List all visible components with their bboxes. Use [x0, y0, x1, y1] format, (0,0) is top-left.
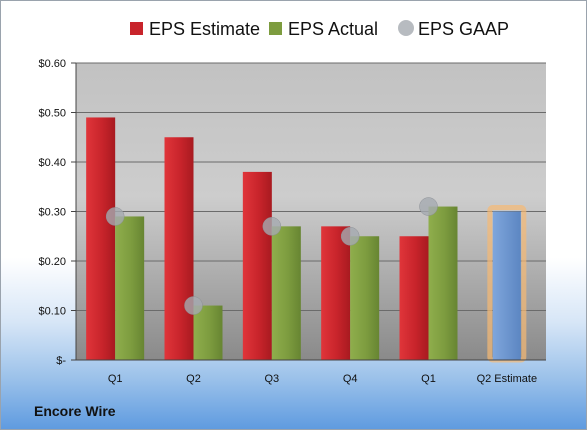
x-tick-label: Q2 — [186, 373, 201, 385]
legend-label: EPS Estimate — [149, 19, 260, 39]
marker-eps-gaap — [340, 227, 360, 246]
y-tick-label: $0.50 — [38, 108, 66, 120]
legend-swatch — [269, 22, 282, 35]
bar-eps-estimate — [321, 226, 351, 360]
marker-eps-gaap — [419, 197, 438, 216]
marker-eps-gaap — [262, 217, 282, 236]
y-tick-label: $0.40 — [38, 157, 66, 169]
bar-eps-actual — [350, 236, 380, 360]
marker-eps-gaap — [184, 296, 203, 315]
bar-eps-actual — [193, 305, 223, 360]
bar-eps-estimate — [399, 236, 429, 360]
marker-eps-gaap — [105, 207, 125, 226]
y-tick-label: $0.30 — [38, 207, 66, 219]
x-tick-label: Q4 — [343, 373, 358, 385]
bar-eps-estimate — [164, 137, 194, 360]
x-tick-label: Q2 Estimate — [477, 373, 538, 385]
bar-eps-estimate — [86, 117, 116, 360]
bar-eps-actual — [115, 216, 145, 360]
x-tick-label: Q1 — [108, 373, 123, 385]
bar-eps-estimate — [242, 171, 272, 360]
x-tick-label: Q1 — [421, 373, 436, 385]
bar-eps-actual — [271, 226, 301, 360]
y-tick-label: $0.60 — [38, 58, 66, 70]
y-tick-label: $0.20 — [38, 256, 66, 268]
x-tick-label: Q3 — [264, 373, 279, 385]
y-tick-label: $0.10 — [38, 306, 66, 318]
bar-eps-actual — [428, 206, 458, 360]
legend-label: EPS Actual — [288, 19, 378, 39]
bar-q2-estimate — [492, 211, 521, 360]
legend-swatch — [130, 22, 143, 35]
y-tick-label: $- — [56, 355, 66, 367]
legend-swatch — [398, 20, 414, 36]
company-label: Encore Wire — [34, 403, 116, 419]
legend-label: EPS GAAP — [418, 19, 509, 39]
